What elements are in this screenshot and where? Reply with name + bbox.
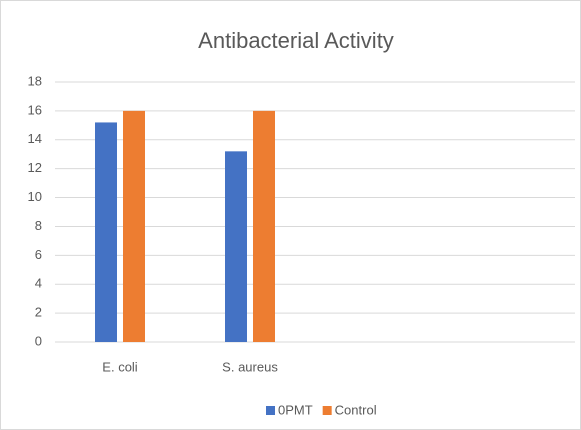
y-tick-label: 0: [35, 333, 42, 348]
chart-title: Antibacterial Activity: [198, 28, 394, 53]
x-tick-label: S. aureus: [222, 359, 278, 374]
y-tick-label: 18: [28, 73, 42, 88]
legend-label: 0PMT: [278, 402, 313, 417]
legend-swatch: [266, 406, 275, 415]
y-tick-label: 2: [35, 305, 42, 320]
y-tick-label: 16: [28, 102, 42, 117]
bar: [253, 110, 275, 342]
y-tick-label: 12: [28, 160, 42, 175]
y-tick-label: 6: [35, 247, 42, 262]
y-tick-label: 14: [28, 131, 42, 146]
x-tick-label: E. coli: [102, 359, 138, 374]
legend-swatch: [322, 406, 332, 415]
y-tick-label: 4: [35, 276, 42, 291]
bar: [95, 122, 117, 342]
legend-label: Control: [335, 402, 377, 417]
bar: [225, 151, 247, 342]
bar: [123, 110, 145, 342]
y-tick-label: 10: [28, 189, 42, 204]
y-tick-label: 8: [35, 218, 42, 233]
